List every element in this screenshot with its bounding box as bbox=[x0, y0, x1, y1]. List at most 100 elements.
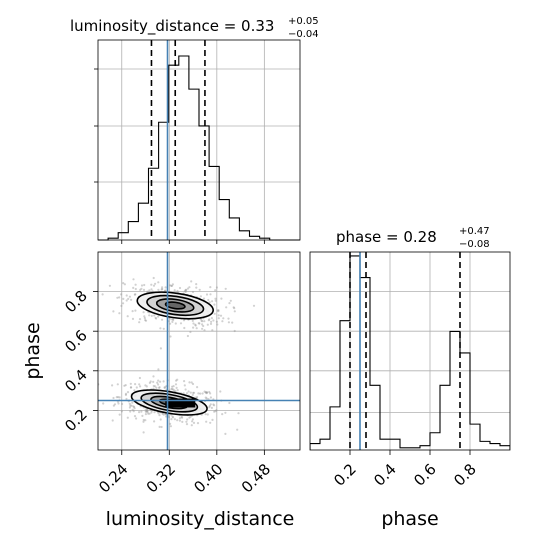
scatter-sample-point bbox=[132, 278, 135, 281]
density-contour-1-0 bbox=[136, 291, 215, 320]
scatter-sample-point bbox=[214, 299, 217, 302]
scatter-sample-point bbox=[115, 396, 118, 399]
scatter-sample-point bbox=[117, 402, 120, 405]
scatter-sample-point bbox=[122, 302, 125, 305]
scatter-sample-point bbox=[172, 388, 175, 391]
luminosity-distance-histogram-frame bbox=[97, 39, 301, 241]
scatter-sample-point bbox=[150, 411, 153, 414]
scatter-sample-point bbox=[212, 403, 215, 406]
scatter-sample-point bbox=[134, 383, 137, 386]
scatter-sample-point bbox=[134, 309, 137, 312]
scatter-sample-point bbox=[215, 409, 218, 412]
scatter-sample-point bbox=[186, 334, 189, 338]
scatter-sample-point bbox=[217, 314, 220, 317]
scatter-sample-point bbox=[185, 289, 188, 292]
scatter-sample-point bbox=[120, 304, 123, 307]
scatter-sample-point bbox=[213, 303, 216, 306]
scatter-sample-point bbox=[191, 420, 194, 423]
scatter-sample-point bbox=[148, 381, 151, 384]
scatter-sample-point bbox=[182, 319, 186, 322]
scatter-sample-point bbox=[171, 318, 174, 321]
scatter-sample-point bbox=[133, 293, 136, 296]
scatter-sample-point bbox=[185, 423, 189, 426]
scatter-sample-point bbox=[208, 404, 211, 407]
scatter-sample-point bbox=[159, 327, 162, 330]
scatter-sample-point bbox=[188, 381, 191, 384]
scatter-sample-point bbox=[144, 384, 147, 387]
scatter-sample-point bbox=[118, 296, 121, 299]
scatter-sample-point bbox=[138, 383, 141, 386]
scatter-sample-point bbox=[144, 419, 147, 422]
scatter-sample-point bbox=[126, 391, 130, 394]
scatter-sample-point bbox=[195, 286, 198, 289]
scatter-sample-point bbox=[154, 282, 157, 285]
scatter-sample-point bbox=[204, 413, 207, 416]
scatter-sample-point bbox=[192, 391, 195, 394]
scatter-sample-point bbox=[144, 319, 147, 322]
scatter-sample-point bbox=[157, 315, 160, 318]
scatter-sample-point bbox=[188, 286, 191, 289]
scatter-sample-point bbox=[111, 384, 114, 387]
scatter-sample-point bbox=[202, 297, 206, 300]
scatter-sample-point bbox=[131, 401, 134, 404]
scatter-sample-point bbox=[173, 389, 176, 392]
scatter-sample-point bbox=[171, 283, 174, 286]
scatter-sample-point bbox=[138, 411, 141, 414]
scatter-sample-point bbox=[155, 386, 158, 389]
scatter-sample-point bbox=[213, 410, 216, 413]
scatter-sample-point bbox=[118, 413, 121, 416]
joint-ytick-label: 0.6 bbox=[61, 326, 91, 356]
scatter-sample-point bbox=[170, 388, 173, 391]
scatter-sample-point bbox=[197, 392, 200, 395]
scatter-sample-point bbox=[181, 420, 184, 423]
scatter-sample-point bbox=[192, 391, 196, 394]
scatter-sample-point bbox=[201, 323, 204, 326]
scatter-sample-point bbox=[205, 397, 208, 400]
scatter-sample-point bbox=[173, 289, 176, 292]
scatter-sample-point bbox=[214, 410, 217, 413]
scatter-sample-point bbox=[206, 413, 209, 416]
scatter-sample-point bbox=[174, 390, 177, 393]
scatter-sample-point bbox=[194, 324, 197, 327]
scatter-sample-point bbox=[118, 396, 121, 399]
joint-density-frame bbox=[97, 251, 301, 451]
scatter-sample-point bbox=[204, 391, 207, 394]
luminosity-distance-histogram-steps bbox=[98, 55, 300, 241]
scatter-sample-point bbox=[126, 416, 129, 419]
scatter-sample-point bbox=[190, 280, 193, 283]
scatter-sample-point bbox=[157, 383, 160, 386]
scatter-sample-point bbox=[148, 289, 151, 292]
scatter-sample-point bbox=[188, 416, 191, 419]
scatter-sample-point bbox=[124, 392, 128, 395]
scatter-sample-point bbox=[112, 404, 115, 407]
scatter-sample-point bbox=[201, 392, 204, 395]
scatter-sample-point bbox=[185, 392, 189, 395]
scatter-sample-point bbox=[217, 310, 220, 313]
scatter-sample-point bbox=[181, 416, 184, 419]
scatter-sample-point bbox=[157, 288, 160, 291]
phase-title: phase = 0.28 bbox=[336, 228, 437, 246]
scatter-sample-point bbox=[178, 417, 182, 420]
scatter-sample-point bbox=[195, 283, 198, 286]
scatter-sample-point bbox=[211, 329, 214, 332]
scatter-sample-point bbox=[122, 282, 125, 285]
luminosity-distance-title-upper-error: +0.05 bbox=[288, 16, 319, 27]
scatter-sample-point bbox=[169, 284, 172, 287]
scatter-sample-point bbox=[150, 283, 153, 286]
scatter-sample-point bbox=[172, 318, 175, 321]
scatter-sample-point bbox=[120, 410, 123, 413]
scatter-sample-point bbox=[134, 293, 137, 296]
scatter-sample-point bbox=[179, 322, 183, 325]
scatter-sample-point bbox=[163, 386, 166, 389]
scatter-sample-point bbox=[174, 322, 177, 325]
scatter-sample-point bbox=[210, 317, 213, 320]
scatter-sample-point bbox=[180, 415, 183, 418]
scatter-sample-point bbox=[173, 418, 176, 421]
scatter-sample-point bbox=[205, 392, 208, 395]
joint-density-panel: 0.24 0.32 0.40 0.48 0.2 0.4 0.6 0.8 bbox=[61, 251, 301, 496]
scatter-sample-point bbox=[214, 289, 217, 292]
scatter-sample-point bbox=[201, 327, 204, 330]
scatter-sample-point bbox=[150, 314, 153, 317]
scatter-sample-point bbox=[142, 418, 145, 422]
scatter-sample-point bbox=[113, 403, 117, 406]
